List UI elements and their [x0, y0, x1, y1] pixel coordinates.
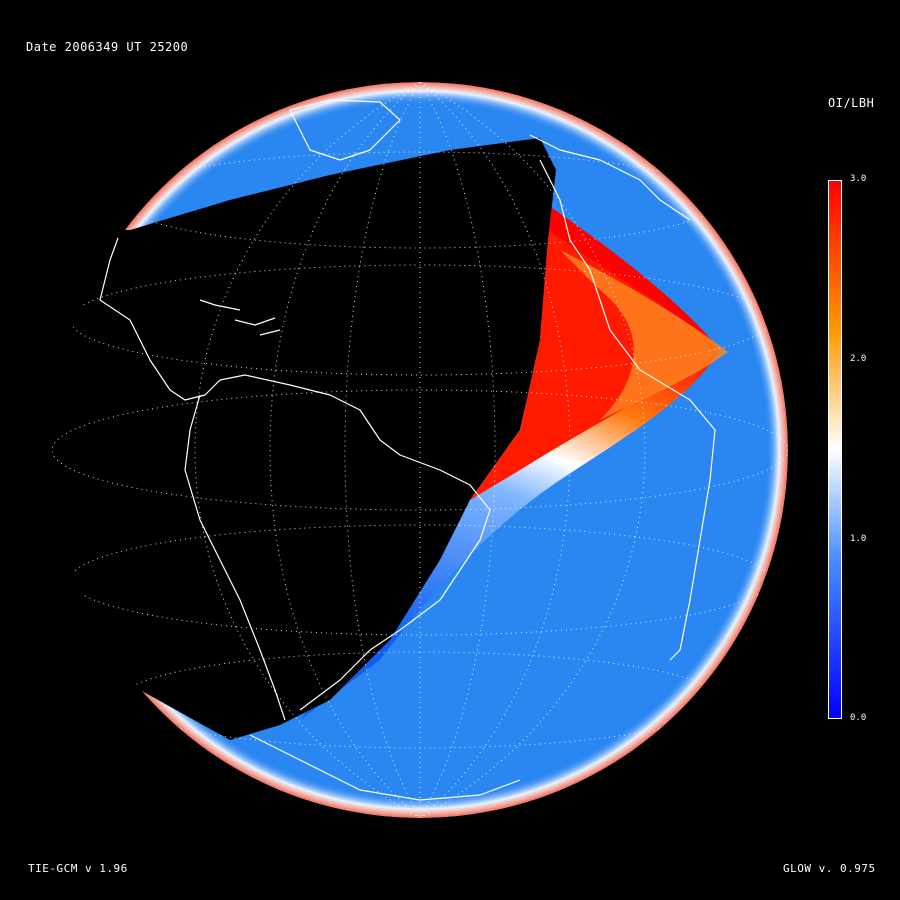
coast-africa — [539, 159, 716, 661]
coast-caribbean — [199, 299, 281, 336]
colorbar-title: OI/LBH — [828, 96, 875, 110]
coast-greenland — [289, 99, 401, 161]
date-label: Date 2006349 UT 25200 — [26, 40, 189, 54]
coast-antarctica — [249, 734, 521, 801]
glow-version-label: GLOW v. 0.975 — [783, 862, 876, 875]
colorbar — [828, 180, 842, 719]
coast-europe — [529, 134, 691, 221]
model-version-label: TIE-GCM v 1.96 — [28, 862, 128, 875]
coast-south-america — [184, 374, 491, 721]
colorbar-tick-max: 3.0 — [850, 174, 867, 184]
coast-north-america — [99, 237, 246, 401]
colorbar-tick-2: 2.0 — [850, 354, 867, 364]
colorbar-tick-1: 1.0 — [850, 534, 867, 544]
colorbar-tick-min: 0.0 — [850, 713, 867, 723]
coastlines — [99, 99, 716, 801]
